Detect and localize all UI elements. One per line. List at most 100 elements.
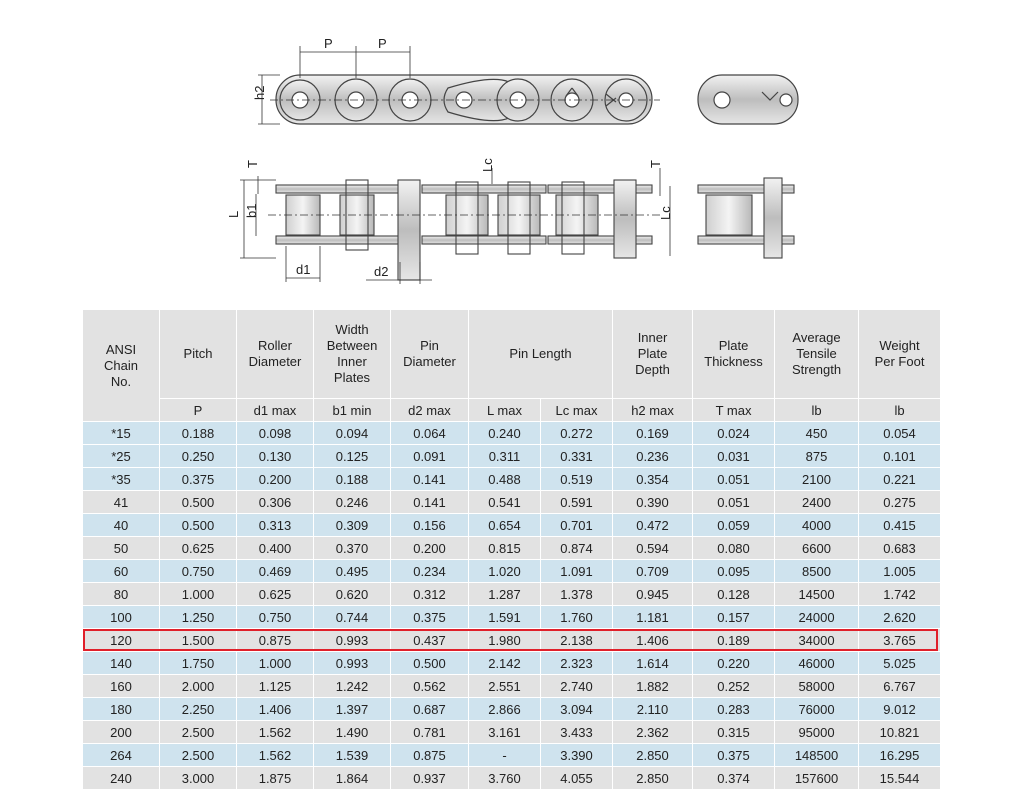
table-cell: 0.654 <box>468 513 541 537</box>
table-cell: 0.375 <box>390 605 469 629</box>
table-cell: 15.544 <box>858 766 942 790</box>
table-cell: 0.313 <box>236 513 314 537</box>
table-row: 100 1.250 0.750 0.744 0.375 1.591 1.760 1.181 0.… <box>82 605 942 629</box>
table-cell: 0.620 <box>313 582 391 606</box>
table-cell: 2.250 <box>159 697 237 721</box>
table-cell: 6.767 <box>858 674 942 698</box>
chain-number-cell: 240 <box>82 766 160 790</box>
table-cell: 1.562 <box>236 743 314 767</box>
table-cell: 1.406 <box>236 697 314 721</box>
table-cell: 0.095 <box>692 559 776 583</box>
table-cell: 0.188 <box>313 467 391 491</box>
table-row: 41 0.500 0.306 0.246 0.141 0.541 0.591 0.390 0.0… <box>82 490 942 514</box>
table-cell: 2400 <box>774 490 860 514</box>
table-cell: 0.591 <box>539 490 614 514</box>
dim-label-t2: T <box>648 160 663 168</box>
table-cell: 0.091 <box>390 444 469 468</box>
header-roller-diameter: Roller Diameter <box>236 309 314 399</box>
table-cell: 0.993 <box>313 628 391 652</box>
table-cell: 0.874 <box>539 536 614 560</box>
table-cell: 1.091 <box>539 559 614 583</box>
table-cell: 0.625 <box>159 536 237 560</box>
table-cell: 1.760 <box>539 605 614 629</box>
table-cell: 0.169 <box>612 421 694 445</box>
table-cell: 1.539 <box>313 743 391 767</box>
chain-specification-table: ANSI Chain No. Pitch Roller Diameter Wid… <box>82 309 942 790</box>
unit-header-cell: L max <box>468 398 541 422</box>
table-row: *15 0.188 0.098 0.094 0.064 0.240 0.272 0.169 0.… <box>82 421 942 445</box>
table-cell: 2.500 <box>159 720 237 744</box>
table-cell: 0.594 <box>612 536 694 560</box>
table-cell: 0.519 <box>539 467 614 491</box>
chain-number-cell: *15 <box>82 421 160 445</box>
table-cell: 0.709 <box>612 559 694 583</box>
table-cell: 0.472 <box>612 513 694 537</box>
table-row: 180 2.250 1.406 1.397 0.687 2.866 3.094 2.110 0.… <box>82 697 942 721</box>
table-cell: 0.500 <box>159 513 237 537</box>
chain-number-cell: 80 <box>82 582 160 606</box>
table-cell: 0.101 <box>858 444 942 468</box>
table-cell: 0.250 <box>159 444 237 468</box>
unit-header-cell: d2 max <box>390 398 469 422</box>
chain-number-cell: 180 <box>82 697 160 721</box>
table-cell: 1.000 <box>159 582 237 606</box>
table-cell: 0.130 <box>236 444 314 468</box>
table-cell: 1.005 <box>858 559 942 583</box>
table-cell: 148500 <box>774 743 860 767</box>
table-cell: 0.415 <box>858 513 942 537</box>
table-cell: 0.311 <box>468 444 541 468</box>
table-cell: 0.562 <box>390 674 469 698</box>
chain-number-cell: *35 <box>82 467 160 491</box>
table-cell: 2.551 <box>468 674 541 698</box>
header-pin-diameter: Pin Diameter <box>390 309 469 399</box>
table-cell: 1.614 <box>612 651 694 675</box>
chain-plan-view <box>275 179 653 281</box>
table-cell: 0.625 <box>236 582 314 606</box>
table-row: 140 1.750 1.000 0.993 0.500 2.142 2.323 1.614 0.… <box>82 651 942 675</box>
header-pin-length: Pin Length <box>467 309 614 399</box>
table-row-highlighted: 120 1.500 0.875 0.993 0.437 1.980 2.138 1.406 0.… <box>82 628 942 652</box>
table-cell: 1.591 <box>468 605 541 629</box>
unit-header-cell: d1 max <box>236 398 314 422</box>
dim-label-p1: P <box>324 36 333 51</box>
dim-label-d1: d1 <box>296 262 310 277</box>
table-cell: 0.128 <box>692 582 776 606</box>
roller-chain-diagram: P P h2 <box>226 36 799 284</box>
dim-label-lc2: Lc <box>658 206 673 220</box>
table-cell: 2.850 <box>612 743 694 767</box>
dim-label-d2: d2 <box>374 264 388 279</box>
table-cell: 0.375 <box>159 467 237 491</box>
table-cell: 2.142 <box>468 651 541 675</box>
table-cell: 2.323 <box>539 651 614 675</box>
table-cell: 0.495 <box>313 559 391 583</box>
table-row: 240 3.000 1.875 1.864 0.937 3.760 4.055 2.850 0.… <box>82 766 942 790</box>
table-cell: 0.375 <box>692 743 776 767</box>
table-cell: 0.488 <box>468 467 541 491</box>
table-cell: 3.433 <box>539 720 614 744</box>
table-cell: 3.161 <box>468 720 541 744</box>
table-cell: 0.937 <box>390 766 469 790</box>
table-cell: 0.815 <box>468 536 541 560</box>
table-cell: 0.500 <box>390 651 469 675</box>
table-cell: 8500 <box>774 559 860 583</box>
table-cell: 0.189 <box>692 628 776 652</box>
table-cell: 0.156 <box>390 513 469 537</box>
table-cell: 14500 <box>774 582 860 606</box>
table-cell: 0.437 <box>390 628 469 652</box>
table-cell: 0.252 <box>692 674 776 698</box>
table-cell: 1.020 <box>468 559 541 583</box>
table-cell: 0.744 <box>313 605 391 629</box>
table-cell: 450 <box>774 421 860 445</box>
table-cell: 6600 <box>774 536 860 560</box>
table-cell: 0.221 <box>858 467 942 491</box>
table-cell: 0.240 <box>468 421 541 445</box>
table-cell: 1.500 <box>159 628 237 652</box>
dim-label-h2: h2 <box>252 86 267 100</box>
table-cell: 0.094 <box>313 421 391 445</box>
unit-header-cell: P <box>159 398 237 422</box>
table-row: 80 1.000 0.625 0.620 0.312 1.287 1.378 0.945 0.1… <box>82 582 942 606</box>
table-row: 60 0.750 0.469 0.495 0.234 1.020 1.091 0.709 0.0… <box>82 559 942 583</box>
dim-label-lc1: Lc <box>480 158 495 172</box>
table-cell: 0.059 <box>692 513 776 537</box>
table-cell: 1.562 <box>236 720 314 744</box>
